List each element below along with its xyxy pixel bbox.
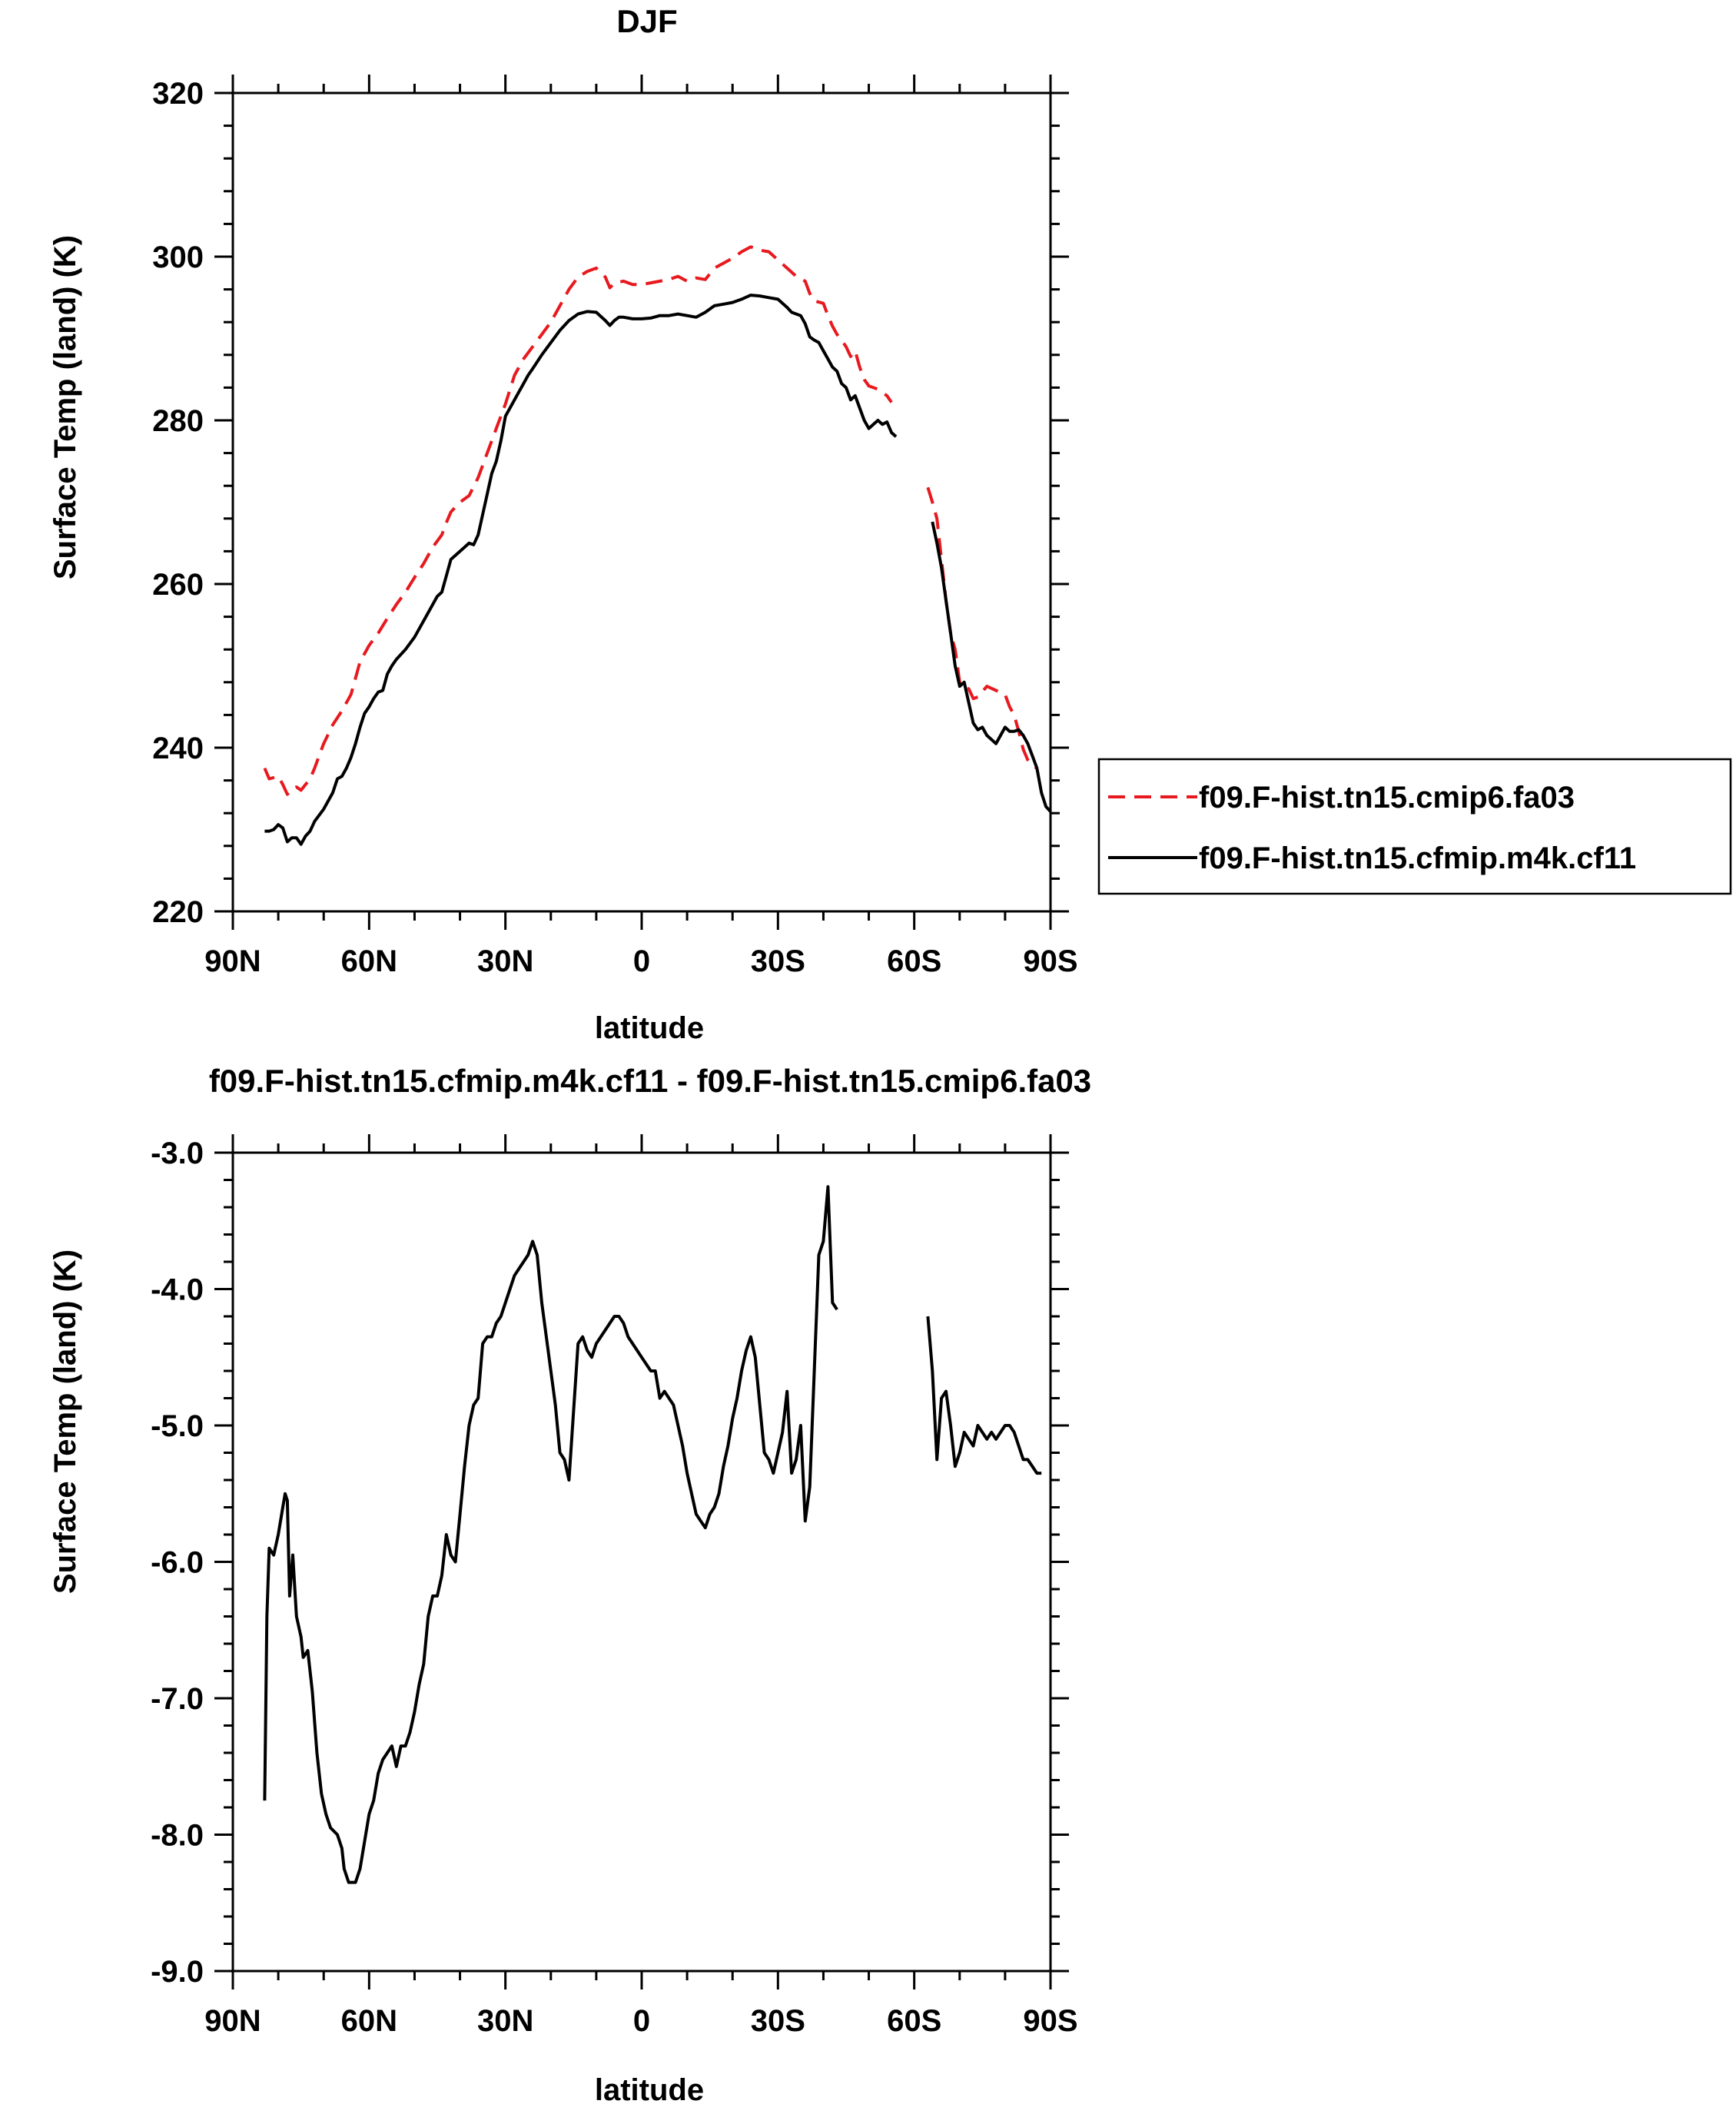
x-tick-label: 90N — [204, 2004, 261, 2038]
x-tick-label: 30N — [477, 944, 533, 978]
chart-title: f09.F-hist.tn15.cfmip.m4k.cf11 - f09.F-h… — [209, 1063, 1091, 1099]
y-tick-label: 280 — [152, 404, 204, 438]
x-tick-label: 90N — [204, 944, 261, 978]
y-tick-label: -4.0 — [151, 1273, 204, 1307]
y-tick-label: -5.0 — [151, 1409, 204, 1443]
y-tick-label: 300 — [152, 241, 204, 274]
legend: f09.F-hist.tn15.cmip6.fa03 f09.F-hist.tn… — [1097, 758, 1732, 895]
x-tick-label: 90S — [1023, 2004, 1077, 2038]
series-line-0-segment-0 — [263, 1185, 838, 1884]
x-tick-label: 90S — [1023, 944, 1077, 978]
y-axis-label: Surface Temp (land) (K) — [48, 235, 82, 579]
series-line-1-segment-1 — [931, 521, 1052, 813]
series-line-0-segment-1 — [926, 1316, 1042, 1475]
legend-label-1: f09.F-hist.tn15.cfmip.m4k.cf11 — [1199, 841, 1636, 875]
x-tick-label: 0 — [633, 944, 650, 978]
x-axis-label: latitude — [595, 2073, 704, 2104]
x-tick-label: 30N — [477, 2004, 533, 2038]
y-tick-label: 320 — [152, 77, 204, 111]
y-tick-label: -3.0 — [151, 1137, 204, 1170]
y-axis-label: Surface Temp (land) (K) — [48, 1249, 82, 1594]
legend-label-0: f09.F-hist.tn15.cmip6.fa03 — [1199, 781, 1575, 815]
y-tick-label: 260 — [152, 568, 204, 602]
y-tick-label: -7.0 — [151, 1682, 204, 1716]
x-axis-label: latitude — [595, 1011, 704, 1045]
x-tick-label: 30S — [751, 944, 805, 978]
y-tick-label: -9.0 — [151, 1955, 204, 1989]
y-tick-label: -8.0 — [151, 1819, 204, 1853]
chart-title: DJF — [616, 3, 677, 39]
x-tick-label: 0 — [633, 2004, 650, 2038]
y-tick-label: 220 — [152, 895, 204, 929]
x-tick-label: 60N — [341, 2004, 397, 2038]
panel-difference: f09.F-hist.tn15.cfmip.m4k.cf11 - f09.F-h… — [48, 1063, 1091, 2104]
x-tick-label: 60N — [341, 944, 397, 978]
y-tick-label: 240 — [152, 732, 204, 765]
plot-frame — [231, 1151, 1052, 1973]
series-line-1-segment-0 — [264, 294, 898, 846]
x-tick-label: 60S — [887, 2004, 941, 2038]
x-tick-label: 60S — [887, 944, 941, 978]
panel-djf: DJF Surface Temp (land) (K) latitude 320… — [48, 3, 1078, 1045]
plot-frame — [231, 91, 1052, 913]
legend-box — [1097, 758, 1732, 895]
series-line-0-segment-0 — [263, 245, 893, 796]
y-tick-label: -6.0 — [151, 1546, 204, 1580]
x-tick-label: 30S — [751, 2004, 805, 2038]
